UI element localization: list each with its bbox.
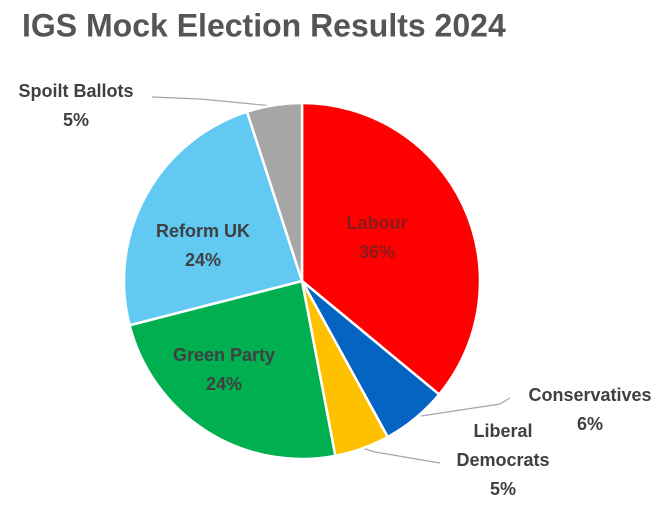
- leader-line: [420, 397, 511, 417]
- chart-title: IGS Mock Election Results 2024: [22, 7, 506, 43]
- data-label-name: Conservatives: [528, 385, 651, 405]
- data-label-value: 6%: [577, 414, 603, 434]
- leader-line: [151, 96, 274, 107]
- pie-slice: [300, 101, 482, 397]
- data-label-name: Reform UK: [156, 221, 250, 241]
- data-label-name: Spoilt Ballots: [18, 81, 133, 101]
- leader-lines: [151, 96, 511, 464]
- pie-slice: [245, 101, 304, 282]
- data-label-value: 36%: [359, 242, 395, 262]
- data-label-value: 24%: [185, 250, 221, 270]
- leader-line: [361, 447, 441, 464]
- data-label-name: Liberal Democrats: [456, 421, 549, 470]
- data-label-value: 5%: [63, 110, 89, 130]
- pie-slice: [122, 110, 304, 327]
- data-label-name: Green Party: [173, 345, 275, 365]
- data-label-value: 24%: [206, 374, 242, 394]
- data-label-name: Labour: [347, 213, 408, 233]
- pie-slice: [128, 279, 337, 461]
- data-label-value: 5%: [490, 479, 516, 499]
